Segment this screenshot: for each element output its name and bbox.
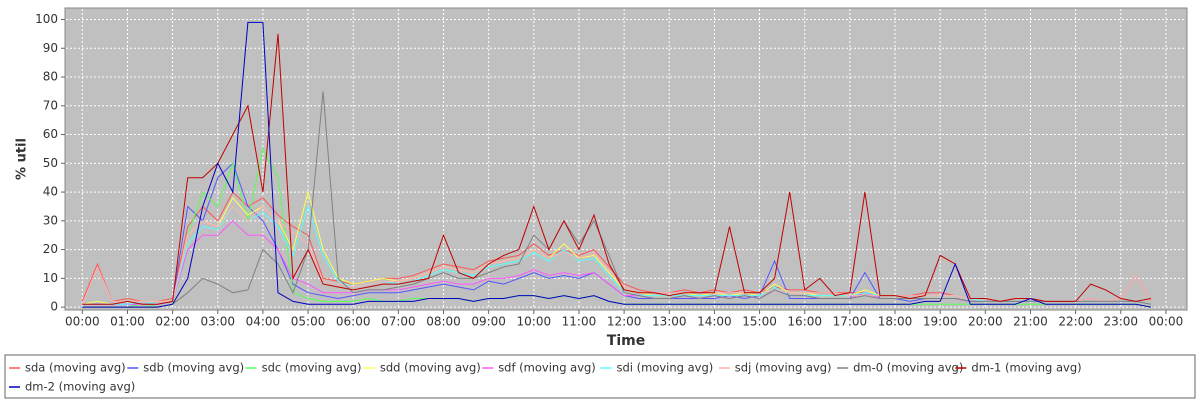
y-tick-label: 80	[43, 70, 58, 84]
x-tick-label: 23:00	[1103, 315, 1138, 329]
legend-label: sdf (moving avg)	[498, 361, 596, 375]
series-line	[82, 21, 1151, 308]
x-tick-label: 08:00	[426, 315, 461, 329]
x-tick-label: 15:00	[742, 315, 777, 329]
x-tick-label: 07:00	[381, 315, 416, 329]
x-tick-label: 06:00	[336, 315, 371, 329]
x-axis-label: Time	[607, 333, 645, 349]
legend-label: sdb (moving avg)	[143, 361, 244, 375]
y-tick-label: 30	[43, 213, 58, 227]
y-tick-label: 40	[43, 185, 58, 199]
legend-label: dm-0 (moving avg)	[853, 361, 963, 375]
x-tick-label: 00:00	[1149, 315, 1184, 329]
x-tick-label: 03:00	[200, 315, 235, 329]
series-line	[82, 33, 1151, 305]
x-tick-label: 14:00	[697, 315, 732, 329]
x-tick-label: 19:00	[923, 315, 958, 329]
x-tick-label: 16:00	[787, 315, 822, 329]
x-tick-label: 18:00	[878, 315, 913, 329]
legend-label: sda (moving avg)	[25, 361, 126, 375]
x-tick-label: 05:00	[291, 315, 326, 329]
legend-label: sdj (moving avg)	[735, 361, 832, 375]
x-tick-label: 12:00	[607, 315, 642, 329]
legend-label: sdc (moving avg)	[262, 361, 362, 375]
y-tick-label: 50	[43, 156, 58, 170]
x-tick-label: 10:00	[517, 315, 552, 329]
x-tick-label: 02:00	[155, 315, 190, 329]
x-tick-label: 00:00	[65, 315, 100, 329]
legend-label: sdd (moving avg)	[380, 361, 481, 375]
y-axis-label: % util	[15, 138, 30, 180]
x-tick-label: 11:00	[562, 315, 597, 329]
y-tick-label: 20	[43, 242, 58, 256]
x-tick-label: 21:00	[1013, 315, 1048, 329]
legend	[4, 354, 1196, 399]
x-tick-label: 13:00	[652, 315, 687, 329]
plot-area	[64, 7, 1188, 311]
x-tick-label: 22:00	[1058, 315, 1093, 329]
legend-label: dm-1 (moving avg)	[971, 361, 1081, 375]
legend-label: dm-2 (moving avg)	[25, 380, 135, 394]
x-tick-label: 04:00	[246, 315, 281, 329]
legend-label: sdi (moving avg)	[617, 361, 714, 375]
x-tick-label: 09:00	[471, 315, 506, 329]
series-line	[82, 91, 1151, 308]
x-tick-label: 01:00	[110, 315, 145, 329]
y-tick-label: 70	[43, 98, 58, 112]
y-tick-label: 10	[43, 271, 58, 285]
y-tick-label: 90	[43, 41, 58, 55]
y-tick-label: 0	[50, 300, 58, 314]
x-tick-label: 17:00	[833, 315, 868, 329]
y-tick-label: 60	[43, 127, 58, 141]
y-tick-label: 100	[35, 12, 58, 26]
x-tick-label: 20:00	[968, 315, 1003, 329]
